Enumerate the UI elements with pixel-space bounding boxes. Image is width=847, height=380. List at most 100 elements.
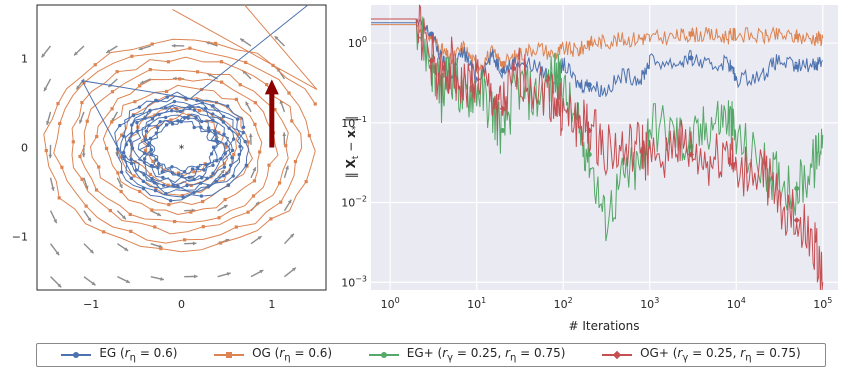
og-trajectory-point [195, 70, 200, 74]
og-trajectory-point [253, 101, 257, 105]
og-trajectory-point [201, 225, 205, 229]
eg-trajectory-point [149, 152, 154, 156]
eg-trajectory-point [153, 188, 158, 193]
vector-field [41, 35, 297, 288]
og-trajectory-point [164, 89, 169, 94]
eg-trajectory-point [160, 170, 165, 174]
legend-line-eg [61, 351, 92, 358]
vector-arrow-head [290, 233, 294, 238]
og-trajectory-point [143, 148, 148, 152]
og-trajectory-point [153, 225, 157, 229]
eg-trajectory-point [232, 137, 236, 141]
eg-trajectory-point [192, 190, 196, 195]
og-trajectory-point [110, 90, 115, 94]
vector-arrow-head [287, 199, 292, 204]
vector-arrow-head [41, 53, 46, 58]
og-trajectory-point [177, 171, 181, 175]
eg-trajectory-point [244, 163, 249, 167]
vector-arrow-head [223, 205, 228, 209]
eg-trajectory-point [214, 137, 218, 142]
eg-trajectory-point [131, 113, 136, 118]
eg-trajectory-point [158, 120, 162, 124]
legend-label-ogplus: OG+ (rγ = 0.25, rη = 0.75) [640, 346, 801, 364]
series-marker [428, 57, 435, 64]
eg-trajectory-point [170, 109, 174, 113]
series-marker [500, 68, 506, 74]
eg-trajectory-point [235, 117, 240, 121]
vector-arrow-head [124, 247, 129, 251]
vector-arrow-head [160, 277, 164, 281]
series-marker [500, 128, 506, 134]
series-marker [586, 127, 593, 134]
eg-trajectory-point [178, 109, 183, 114]
vector-arrow-head [106, 49, 111, 53]
og-trajectory-point [153, 113, 157, 117]
eg-trajectory-point [190, 167, 195, 171]
y-tick-label: 10−2 [341, 195, 367, 210]
x-tick-label: 103 [640, 296, 659, 311]
series-marker [794, 34, 800, 40]
og-trajectory-point [253, 122, 257, 127]
vector-arrow-head [48, 154, 53, 159]
og-trajectory-point [173, 219, 177, 224]
eg-trajectory-point [243, 139, 247, 144]
eg-trajectory-point [119, 170, 124, 174]
og-trajectory-point [273, 107, 277, 112]
og-trajectory-point [217, 131, 221, 135]
og-trajectory-point [239, 116, 243, 120]
eg-trajectory-point [213, 132, 218, 136]
eg-trajectory-point [238, 144, 242, 149]
eg-trajectory-point [170, 171, 175, 175]
eg-trajectory-point [241, 125, 246, 129]
eg-trajectory-point [194, 115, 198, 120]
eg-trajectory-point [230, 148, 235, 153]
series-marker [586, 82, 592, 88]
vector-arrow-head [194, 274, 198, 279]
og-trajectory-point [197, 109, 201, 113]
vector-arrow-head [79, 119, 83, 124]
x-tick-label: 100 [381, 296, 400, 311]
og-trajectory-point [80, 100, 84, 105]
og-trajectory-point [167, 203, 171, 207]
eg-trajectory-point [222, 165, 227, 169]
og-trajectory-point [159, 247, 163, 251]
eg-trajectory-point [230, 156, 234, 160]
series-marker [688, 31, 694, 37]
eg-trajectory-point [148, 108, 152, 113]
series-marker [586, 152, 592, 158]
og-trajectory-point [269, 217, 273, 221]
og-trajectory-point [120, 133, 124, 137]
og-trajectory-point [244, 60, 248, 65]
series-marker [793, 217, 800, 224]
vector-arrow-head [57, 283, 62, 288]
og-trajectory-point [128, 212, 132, 217]
eg-trajectory-point [192, 177, 196, 182]
legend-label-egplus: EG+ (rγ = 0.25, rη = 0.75) [406, 346, 566, 364]
vector-arrow-head [125, 279, 130, 283]
eg-trajectory-point [130, 131, 134, 136]
eg-trajectory-point [147, 123, 151, 127]
eg-trajectory-point [192, 125, 196, 130]
vector-arrow-head [81, 153, 86, 158]
eg-trajectory-point [130, 146, 135, 150]
og-trajectory-point [60, 165, 64, 169]
eg-trajectory-point [199, 125, 203, 130]
eg-trajectory-point [155, 126, 160, 130]
vector-arrow-head [50, 187, 55, 191]
legend-line-egplus [368, 351, 399, 358]
og-trajectory-point [201, 199, 205, 204]
eg-trajectory-point [150, 176, 154, 181]
series-marker [499, 105, 506, 112]
vector-arrow-head [220, 169, 225, 174]
eg-trajectory-point [149, 148, 154, 152]
eg-trajectory-point [199, 194, 204, 198]
og-trajectory-point [44, 148, 48, 153]
og-trajectory-point [56, 101, 60, 106]
series-marker [428, 31, 434, 37]
eg-trajectory-point [176, 119, 180, 123]
eg-trajectory-point [135, 120, 139, 125]
eg-trajectory-point [211, 163, 215, 167]
x-axis-label: # Iterations [568, 319, 639, 333]
eg-trajectory-point [228, 163, 233, 167]
og-trajectory-point [267, 163, 271, 167]
